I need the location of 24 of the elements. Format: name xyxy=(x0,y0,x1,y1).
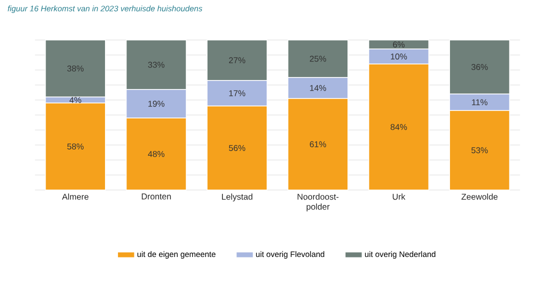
data-label: 25% xyxy=(310,56,326,62)
data-label: 36% xyxy=(471,64,488,70)
data-label: 14% xyxy=(310,85,326,91)
data-label: 48% xyxy=(148,151,164,157)
x-tick-label: Lelystad xyxy=(222,194,252,202)
data-label: 53% xyxy=(471,147,488,154)
data-label: 11% xyxy=(472,99,488,106)
x-tick-label: Zeewolde xyxy=(461,194,498,200)
data-label: 38% xyxy=(67,66,84,72)
data-label: 58% xyxy=(67,144,84,150)
x-tick-label: Noordoost-polder xyxy=(298,194,338,212)
data-label: 84% xyxy=(390,124,407,130)
data-label: 4% xyxy=(69,97,82,103)
data-label: 56% xyxy=(228,145,246,151)
x-tick-label: Dronten xyxy=(142,194,171,200)
data-label: 27% xyxy=(229,57,246,64)
x-tick-label: Almere xyxy=(62,194,88,200)
data-label: 33% xyxy=(148,62,164,68)
x-tick-label: Urk xyxy=(392,194,406,200)
data-label: 10% xyxy=(390,54,407,60)
data-label: 6% xyxy=(393,42,405,48)
data-label: 61% xyxy=(310,141,326,148)
data-label: 19% xyxy=(148,100,164,107)
data-label: 17% xyxy=(229,90,246,96)
